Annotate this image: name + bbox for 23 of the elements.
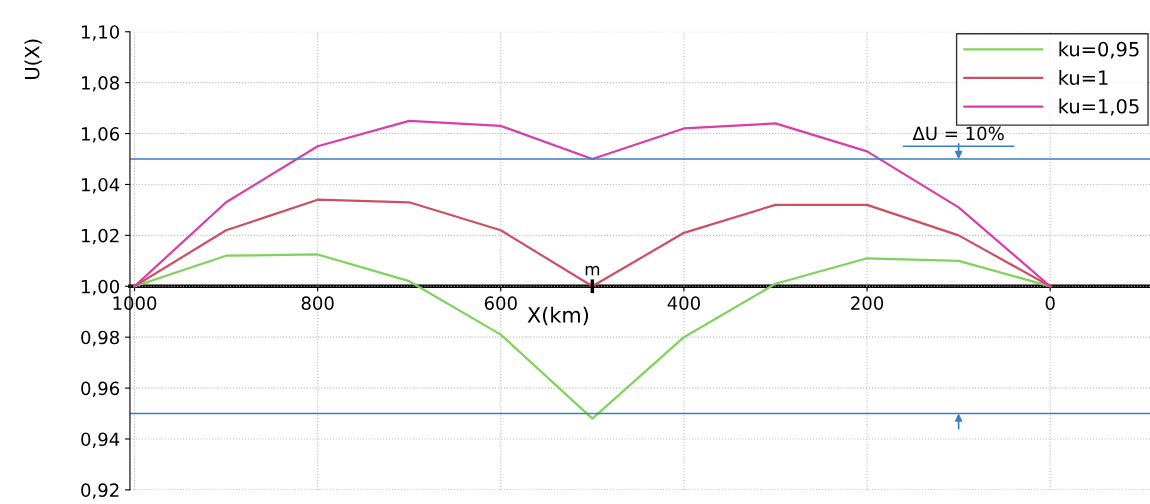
y-tick-label: 0,94 [81,432,120,448]
y-tick-label: 0,96 [81,381,120,398]
x-tick-label: 400 [667,296,700,310]
x-axis-title: X(km) [527,306,589,326]
y-tick-label: 0,98 [81,330,119,347]
y-tick-label: 1,00 [82,279,120,296]
y-tick-label: 1,02 [82,228,119,245]
y-tick-label: 0,92 [81,483,119,499]
legend-label: ku=1 [1059,70,1108,86]
x-tick-label: 800 [301,296,334,310]
legend-label: ku=1,05 [1059,98,1139,116]
y-axis-title: U(X) [24,39,42,79]
y-tick-label: 1,08 [82,76,119,92]
x-tick-label: 200 [851,296,884,310]
x-tick-label: 0 [1045,296,1055,310]
line-series [133,119,1052,288]
annotation: m [585,265,600,276]
annotation: ΔU = 10% [912,126,1004,141]
x-tick-label: 600 [484,296,517,310]
y-tick-label: 1,06 [82,127,120,143]
y-tick-label: 1,10 [82,25,120,41]
legend-label: ku=0,95 [1059,41,1139,59]
y-tick-label: 1,04 [82,177,120,194]
